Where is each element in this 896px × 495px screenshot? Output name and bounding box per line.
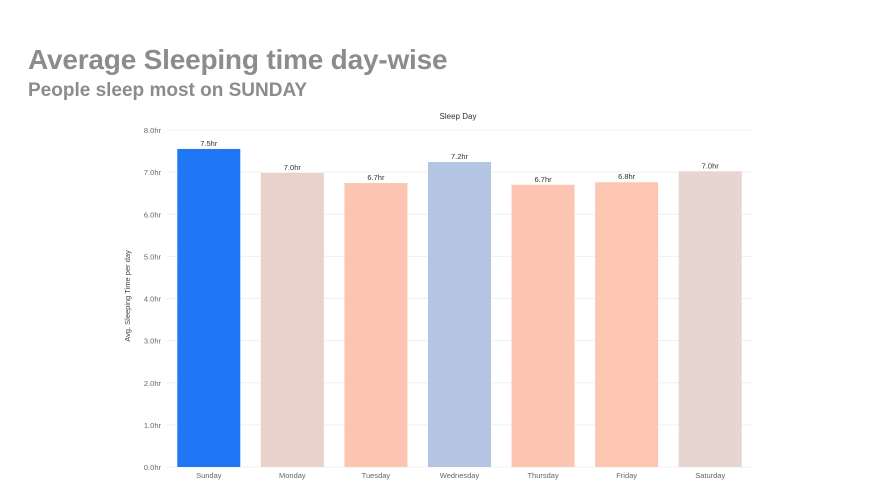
data-label-friday: 6.8hr xyxy=(618,172,636,181)
bar-friday[interactable] xyxy=(595,182,659,468)
x-axis-ticks: Sunday Monday Tuesday Wednesday Thursday Frid… xyxy=(196,471,725,480)
bar-thursday[interactable] xyxy=(511,184,575,467)
y-tick-label: 3.0hr xyxy=(144,337,162,346)
x-tick-label-thursday: Thursday xyxy=(527,471,559,480)
y-axis-ticks: 0.0hr 1.0hr 2.0hr 3.0hr 4.0hr 5.0hr 6.0hr 7.0hr… xyxy=(144,126,162,472)
x-tick-label-saturday: Saturday xyxy=(695,471,725,480)
y-tick-label: 4.0hr xyxy=(144,295,162,304)
y-axis-label: Avg. Sleeping Time per day xyxy=(123,250,132,342)
data-label-wednesday: 7.2hr xyxy=(451,152,469,161)
data-label-tuesday: 6.7hr xyxy=(367,173,385,182)
y-tick-label: 6.0hr xyxy=(144,210,162,219)
data-label-monday: 7.0hr xyxy=(284,163,302,172)
y-tick-label: 5.0hr xyxy=(144,252,162,261)
y-tick-label: 1.0hr xyxy=(144,421,162,430)
y-tick-label: 7.0hr xyxy=(144,168,162,177)
bar-sunday[interactable] xyxy=(177,148,241,468)
data-labels: 7.5hr 7.0hr 6.7hr 7.2hr 6.7hr 6.8hr 7.0hr xyxy=(200,139,719,184)
y-tick-label: 2.0hr xyxy=(144,379,162,388)
bar-saturday[interactable] xyxy=(678,171,742,467)
x-tick-label-tuesday: Tuesday xyxy=(362,471,391,480)
x-tick-label-sunday: Sunday xyxy=(196,471,222,480)
data-label-sunday: 7.5hr xyxy=(200,139,218,148)
data-label-saturday: 7.0hr xyxy=(702,161,720,170)
page-title: Average Sleeping time day-wise xyxy=(28,44,448,75)
bar-wednesday[interactable] xyxy=(428,162,491,467)
bar-monday[interactable] xyxy=(260,172,324,467)
page-subtitle: People sleep most on SUNDAY xyxy=(28,80,308,101)
chart-title: Sleep Day xyxy=(440,112,477,121)
x-tick-label-wednesday: Wednesday xyxy=(440,471,480,480)
bar-tuesday[interactable] xyxy=(344,183,408,467)
data-label-thursday: 6.7hr xyxy=(535,175,553,184)
bars xyxy=(177,148,742,468)
y-tick-label: 8.0hr xyxy=(144,126,162,135)
x-tick-label-friday: Friday xyxy=(616,471,637,480)
x-tick-label-monday: Monday xyxy=(279,471,306,480)
y-tick-label: 0.0hr xyxy=(144,463,162,472)
